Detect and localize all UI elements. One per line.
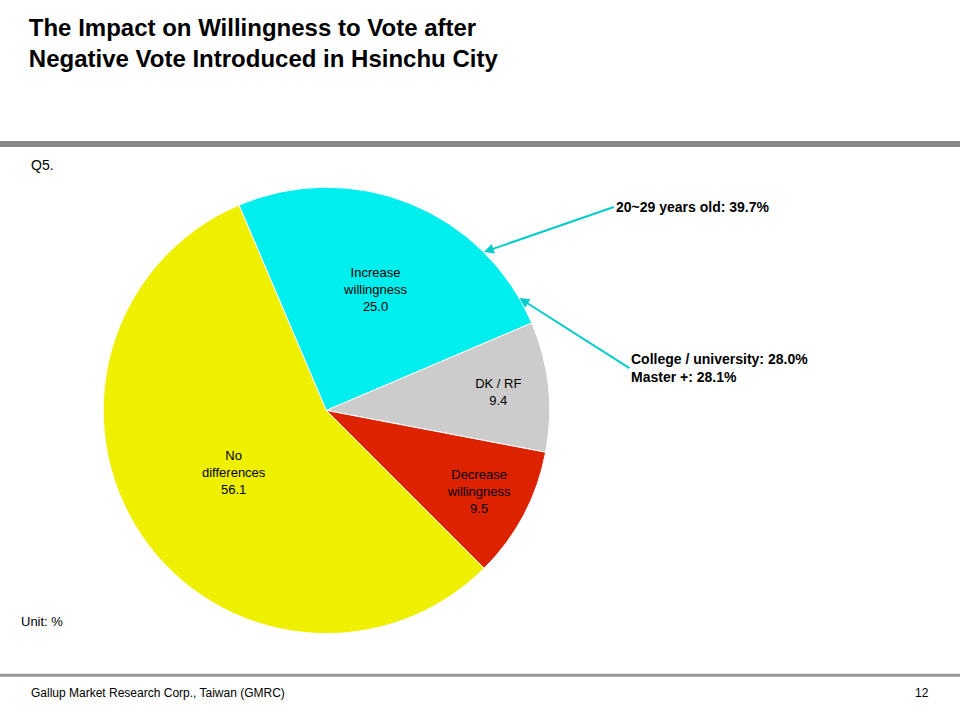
svg-text:The Impact on Willingness to V: The Impact on Willingness to Vote afterN… (29, 14, 499, 72)
svg-text:Gallup Market Research Corp.,: Gallup Market Research Corp., Taiwan (GM… (31, 686, 285, 700)
svg-text:DK / RF9.4: DK / RF9.4 (475, 376, 521, 408)
svg-text:Unit: %: Unit: % (21, 614, 63, 629)
svg-text:Decreasewillingness9.5: Decreasewillingness9.5 (447, 467, 511, 516)
svg-text:College / university: 28.0%Mas: College / university: 28.0%Master +: 28.… (631, 351, 808, 385)
svg-text:12: 12 (915, 686, 929, 700)
svg-text:20~29 years old: 39.7%: 20~29 years old: 39.7% (616, 199, 769, 215)
svg-text:Q5.: Q5. (31, 157, 54, 173)
svg-text:Nodifferences56.1: Nodifferences56.1 (202, 448, 266, 497)
svg-text:Increasewillingness25.0: Increasewillingness25.0 (343, 265, 407, 314)
